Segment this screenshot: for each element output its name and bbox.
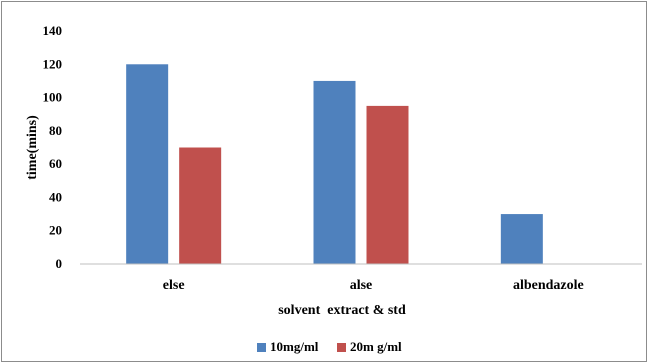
category-labels: else alse albendazole	[163, 278, 584, 293]
y-tick-label: 140	[43, 23, 63, 38]
bar-albendazole-1	[500, 214, 543, 264]
legend-label: 20m g/ml	[350, 339, 402, 354]
y-tick-label: 100	[43, 90, 63, 105]
category-label: else	[163, 278, 185, 293]
legend-swatch	[257, 343, 266, 352]
category-label: alse	[350, 278, 373, 293]
bar-else-1	[126, 64, 169, 265]
y-axis-ticks: 0 20 40 60 80 100 120 140	[43, 23, 63, 271]
y-axis-title: time(mins)	[25, 115, 40, 180]
y-tick-label: 60	[49, 156, 62, 171]
y-tick-label: 40	[49, 189, 62, 204]
y-tick-label: 20	[49, 223, 62, 238]
y-tick-label: 0	[56, 256, 63, 271]
y-tick-label: 120	[43, 56, 63, 71]
x-axis-title: solvent extract & std	[278, 303, 406, 318]
legend: 10mg/ml 20m g/ml	[257, 339, 402, 354]
bars	[126, 64, 543, 265]
bar-else-2	[179, 147, 222, 264]
bar-alse-2	[366, 105, 409, 265]
legend-swatch	[337, 343, 346, 352]
legend-label: 10mg/ml	[270, 339, 319, 354]
y-tick-label: 80	[49, 123, 62, 138]
category-label: albendazole	[513, 278, 584, 293]
bar-alse-1	[313, 80, 356, 264]
